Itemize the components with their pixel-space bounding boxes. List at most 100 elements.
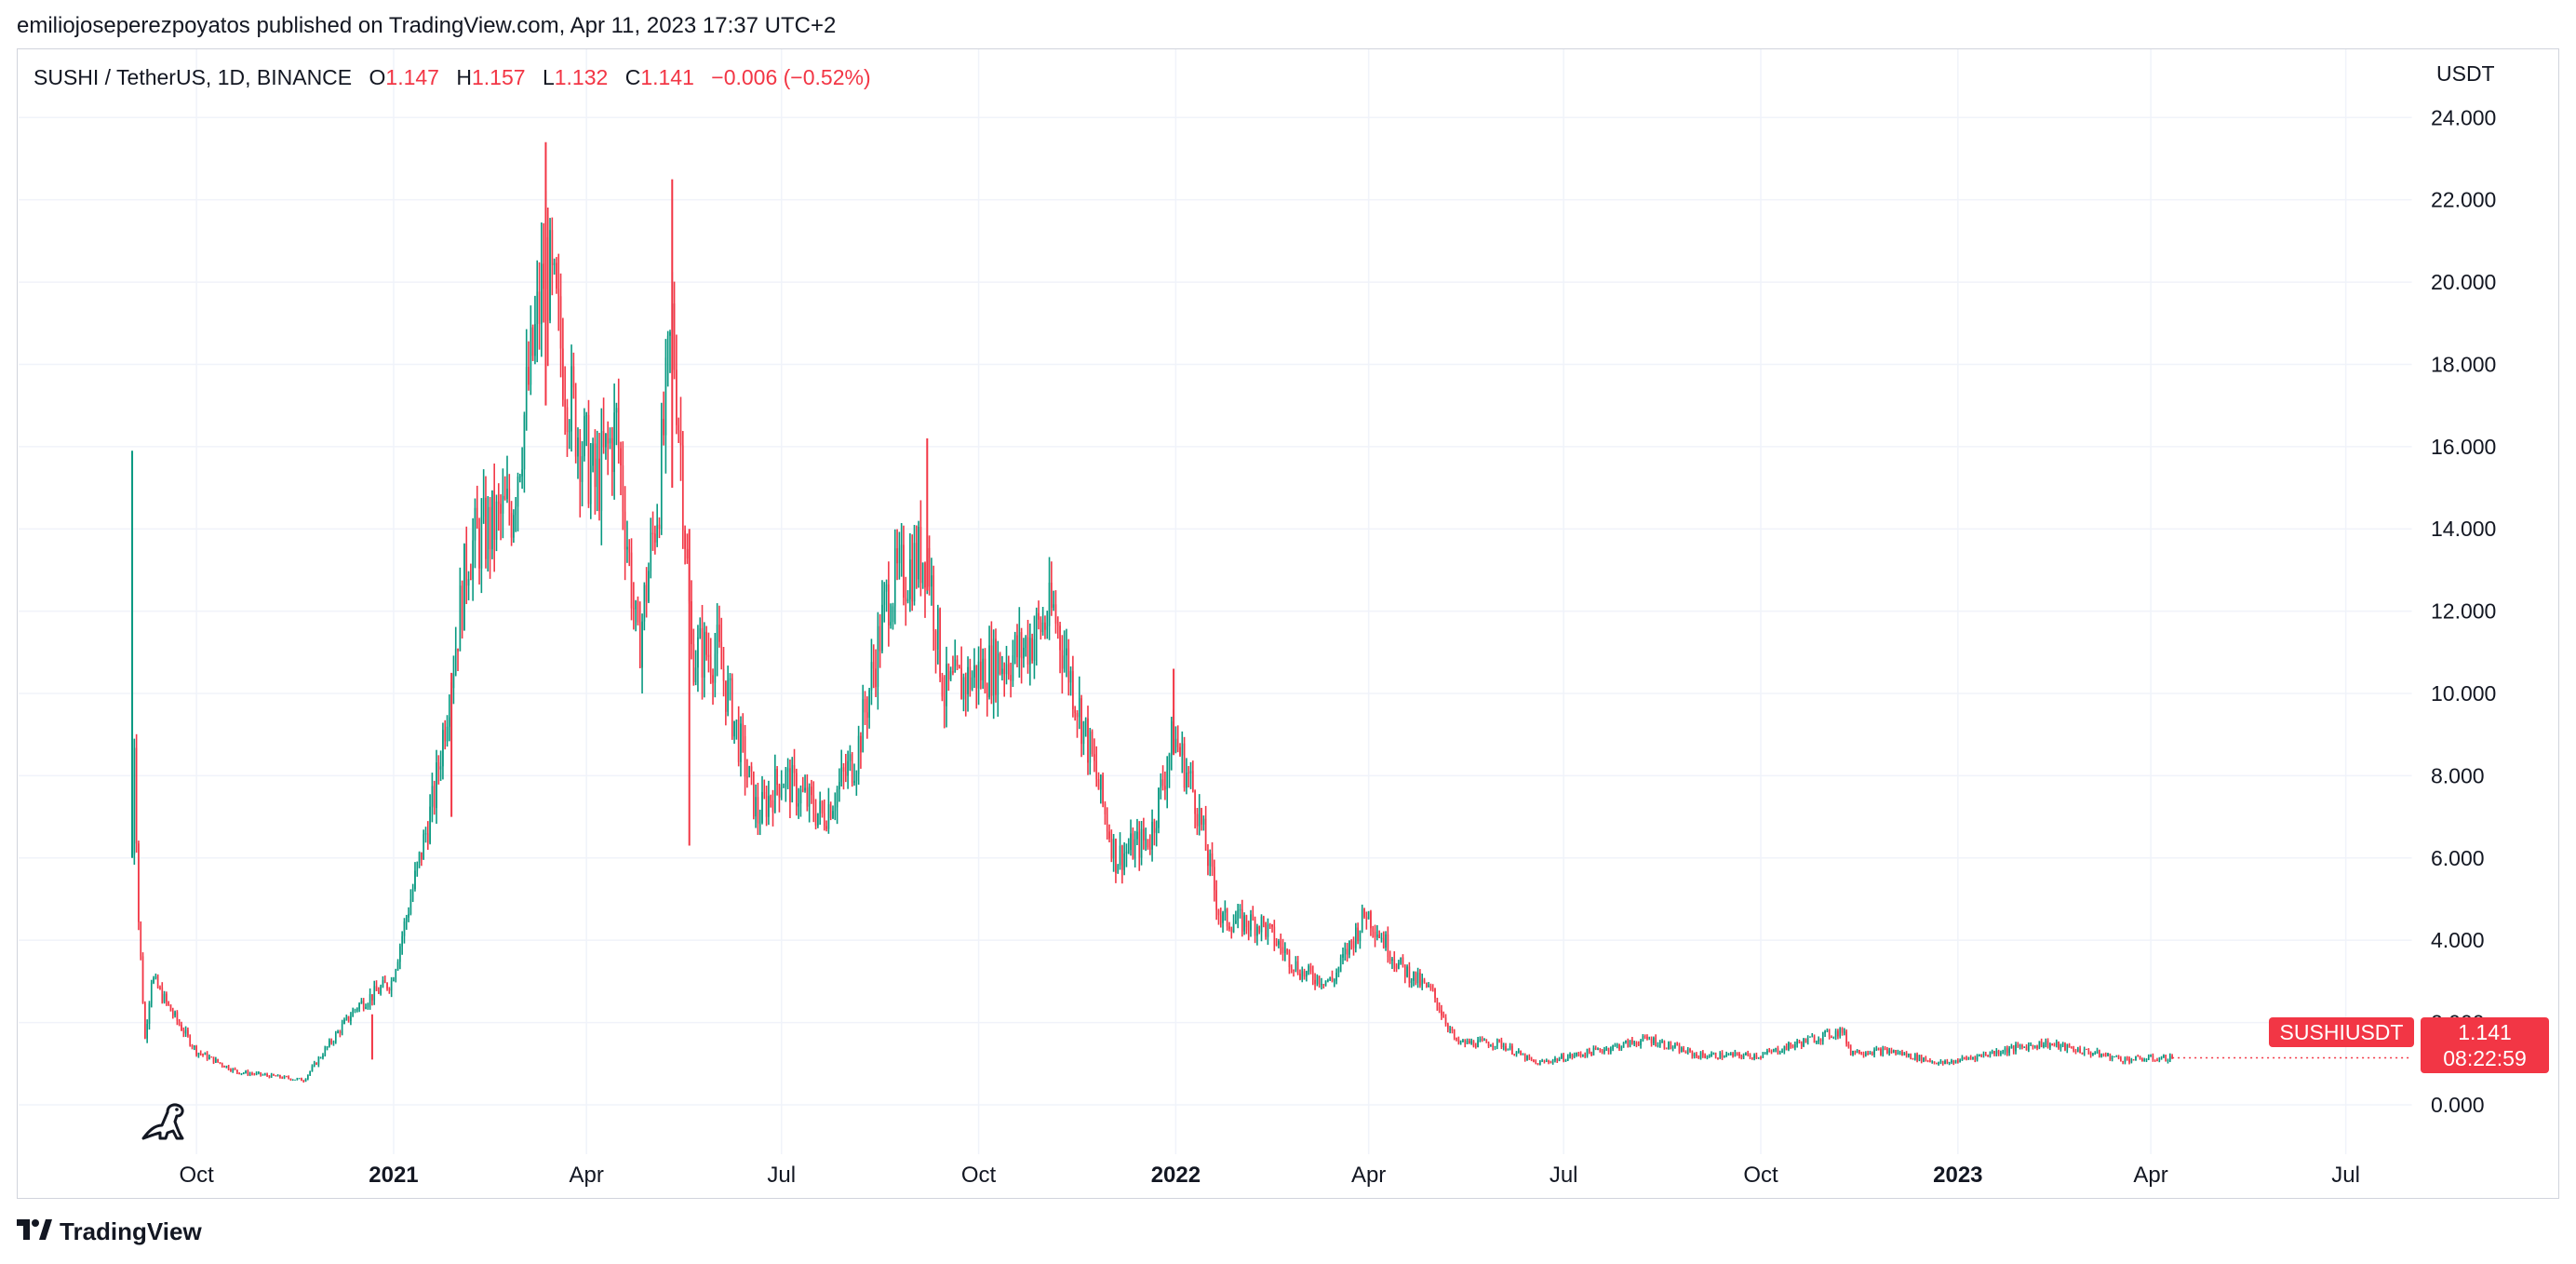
candle-body bbox=[684, 530, 686, 549]
candle-body bbox=[1811, 1036, 1814, 1038]
candles bbox=[131, 141, 2412, 1083]
candle-body bbox=[919, 526, 922, 584]
candle-body bbox=[1434, 988, 1436, 999]
candle-body bbox=[1316, 975, 1319, 985]
candle-body bbox=[1438, 1007, 1441, 1011]
candle-body bbox=[559, 296, 562, 349]
candle-body bbox=[2058, 1042, 2059, 1049]
candle-body bbox=[959, 666, 960, 668]
candle-body bbox=[296, 1078, 299, 1080]
candle-body bbox=[962, 677, 965, 700]
candle-body bbox=[317, 1057, 320, 1065]
candle-body bbox=[2083, 1048, 2086, 1055]
candle-body bbox=[1871, 1052, 1873, 1056]
candle-body bbox=[140, 921, 142, 957]
candle-body bbox=[2137, 1056, 2140, 1057]
candle-body bbox=[452, 673, 455, 689]
candle-body bbox=[199, 1053, 202, 1055]
candle-body bbox=[924, 562, 926, 588]
candle-body bbox=[266, 1074, 268, 1076]
candle-body bbox=[1268, 924, 1271, 926]
candle-body bbox=[189, 1035, 192, 1046]
candle-body bbox=[1719, 1053, 1722, 1059]
y-tick-label: 8.000 bbox=[2431, 763, 2485, 787]
candle-body bbox=[1832, 1036, 1835, 1038]
candle-body bbox=[339, 1031, 342, 1034]
candle-body bbox=[2141, 1058, 2143, 1062]
candle-body bbox=[1653, 1037, 1655, 1043]
candle-body bbox=[362, 1001, 365, 1009]
candle-body bbox=[304, 1079, 307, 1082]
candle-body bbox=[1492, 1045, 1494, 1047]
candle-body bbox=[1012, 655, 1014, 681]
candle-body bbox=[2160, 1057, 2163, 1059]
candle-body bbox=[821, 800, 824, 814]
candle-body bbox=[796, 773, 798, 807]
candle-body bbox=[1357, 927, 1359, 942]
candle-body bbox=[2043, 1044, 2045, 1047]
candle-body bbox=[395, 970, 397, 980]
candle-body bbox=[1421, 979, 1424, 986]
candle-body bbox=[1972, 1057, 1974, 1059]
candle-body bbox=[2102, 1054, 2105, 1056]
candle-body bbox=[2135, 1056, 2137, 1061]
candle-body bbox=[819, 800, 821, 814]
candle-body bbox=[1100, 774, 1102, 790]
candle-body bbox=[191, 1045, 194, 1047]
candle-body bbox=[1689, 1049, 1691, 1052]
candle-body bbox=[1192, 771, 1194, 791]
candle-body bbox=[789, 768, 791, 802]
candle-body bbox=[1697, 1056, 1700, 1059]
candle-body bbox=[1845, 1031, 1847, 1044]
candle-body bbox=[557, 289, 560, 297]
candle-body bbox=[988, 645, 990, 698]
brand-name[interactable]: TradingView bbox=[60, 1217, 202, 1245]
candle-body bbox=[676, 370, 678, 425]
candle-body bbox=[2096, 1050, 2099, 1054]
candle-body bbox=[141, 956, 144, 1003]
candle-body bbox=[1566, 1056, 1569, 1061]
x-tick-label: Jul bbox=[767, 1163, 796, 1188]
candle-body bbox=[1267, 924, 1269, 937]
candle-body bbox=[423, 834, 424, 860]
candle-body bbox=[613, 412, 615, 473]
candle-body bbox=[1189, 771, 1192, 774]
candle-body bbox=[1558, 1058, 1561, 1061]
candle-body bbox=[1745, 1053, 1747, 1056]
tradingview-logo-icon[interactable] bbox=[17, 1219, 52, 1244]
candle-body bbox=[1657, 1045, 1659, 1047]
candle-body bbox=[1708, 1056, 1711, 1058]
candle-body bbox=[416, 863, 419, 871]
candle-body bbox=[2100, 1054, 2102, 1057]
candle-body bbox=[579, 437, 582, 482]
candle-body bbox=[1284, 949, 1286, 953]
candle-body bbox=[1523, 1054, 1526, 1060]
candle-body bbox=[1522, 1054, 1524, 1056]
candle-body bbox=[903, 545, 905, 598]
candle-body bbox=[1755, 1055, 1758, 1058]
chart-frame[interactable] bbox=[17, 48, 2559, 1199]
symbol-tag: SUSHIUSDT bbox=[2269, 1017, 2414, 1047]
candle-body bbox=[562, 348, 564, 400]
candle-body bbox=[1138, 831, 1141, 858]
candle-body bbox=[2055, 1042, 2058, 1045]
candle-body bbox=[806, 787, 809, 807]
footer: TradingView bbox=[17, 1217, 202, 1246]
candle-body bbox=[1944, 1061, 1946, 1064]
dinosaur-icon[interactable] bbox=[140, 1094, 190, 1149]
candle-body bbox=[1048, 583, 1051, 626]
candle-body bbox=[1704, 1055, 1706, 1058]
candle-body bbox=[836, 788, 839, 808]
candle-body bbox=[1410, 980, 1413, 984]
candle-body bbox=[1252, 914, 1254, 921]
candle-body bbox=[2008, 1048, 2010, 1054]
publisher-line: emiliojoseperezpoyatos published on Trad… bbox=[17, 13, 837, 38]
candle-body bbox=[1912, 1058, 1914, 1060]
candle-body bbox=[2128, 1058, 2130, 1063]
candle-body bbox=[1631, 1040, 1633, 1043]
candle-body bbox=[215, 1058, 217, 1063]
candle-body bbox=[439, 766, 442, 770]
candle-body bbox=[1597, 1048, 1599, 1050]
candle-body bbox=[937, 609, 939, 650]
